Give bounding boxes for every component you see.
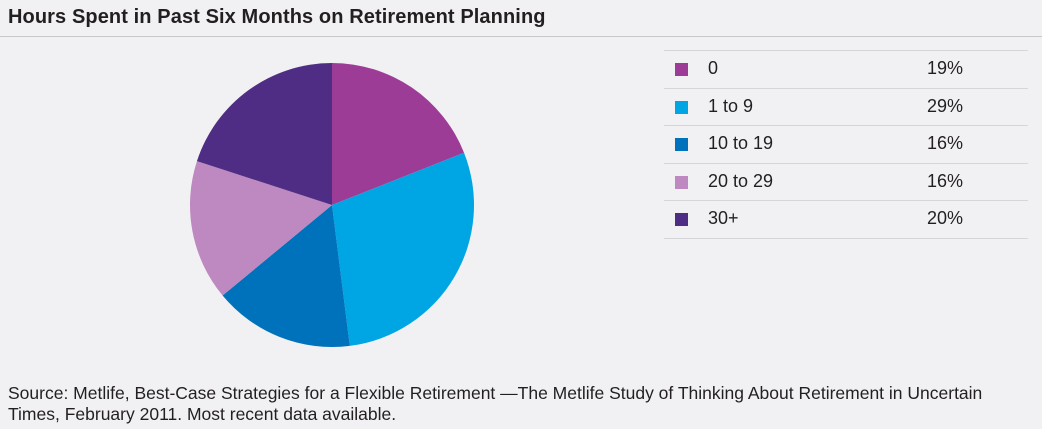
legend-value: 16%: [927, 133, 964, 154]
legend-swatch: [675, 63, 688, 76]
legend-label: 10 to 19: [708, 133, 774, 154]
source-note: Source: Metlife, Best-Case Strategies fo…: [8, 383, 983, 424]
legend-swatch: [675, 175, 688, 189]
legend: 0 19% 1 to 9 29% 10 to 19 16% 20 to 29 16% 30+ 20…: [664, 50, 1028, 239]
pie-svg: [190, 63, 475, 347]
legend-row-30: 30+ 20%: [664, 201, 1028, 239]
pie-chart: [170, 50, 490, 370]
title-divider: [0, 36, 1042, 37]
legend-row-20-to-29: 20 to 29 16%: [664, 164, 1028, 202]
pie-slice-1-to-9: [332, 152, 475, 346]
legend-row-10-to-19: 10 to 19 16%: [664, 126, 1028, 164]
legend-label: 20 to 29: [708, 170, 774, 191]
legend-value: 29%: [927, 95, 964, 116]
legend-label: 30+: [708, 208, 739, 229]
pie-slice-0: [332, 63, 465, 205]
pie-slice-30: [196, 63, 332, 205]
pie-slice-10-to-19: [222, 205, 350, 347]
legend-swatch: [675, 138, 688, 152]
legend-swatch: [675, 100, 688, 114]
legend-value: 19%: [927, 58, 964, 78]
legend-row-0: 0 19%: [664, 50, 1028, 89]
legend-label: 0: [708, 58, 719, 78]
legend-value: 16%: [927, 170, 964, 191]
legend-label: 1 to 9: [708, 95, 754, 116]
legend-value: 20%: [927, 208, 964, 229]
pie-slice-20-to-29: [190, 161, 332, 296]
legend-row-1-to-9: 1 to 9 29%: [664, 89, 1028, 127]
chart-title: Hours Spent in Past Six Months on Retire…: [8, 6, 546, 28]
legend-swatch: [675, 213, 688, 227]
